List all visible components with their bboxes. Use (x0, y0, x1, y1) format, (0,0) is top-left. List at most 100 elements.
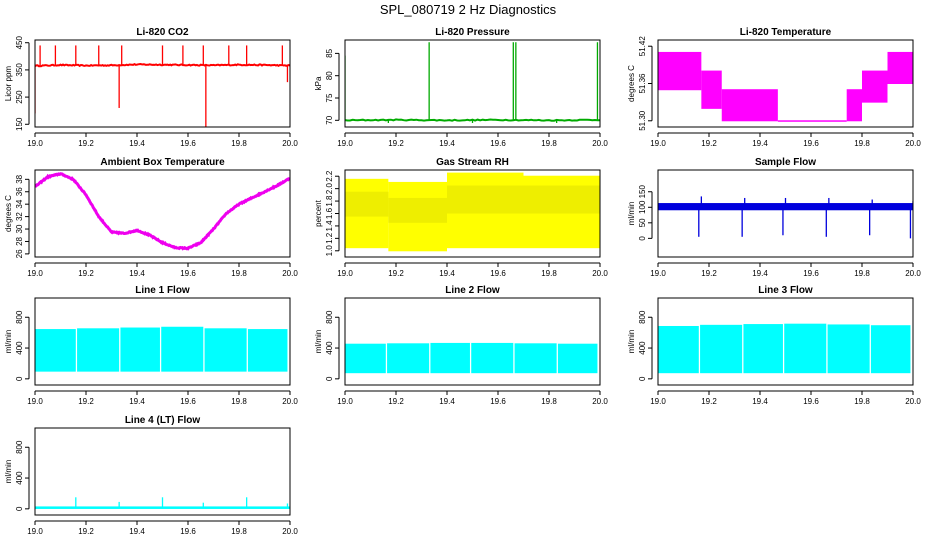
x-tick-label: 19.6 (180, 397, 196, 406)
x-axis: 19.0 19.2 19.4 19.6 19.8 20.0 (337, 262, 608, 278)
y-tick-label: 50 (638, 218, 647, 227)
y-axis-label: degrees C (627, 65, 636, 102)
band-6 (862, 70, 888, 103)
panel-title: Line 4 (LT) Flow (125, 415, 201, 426)
y-tick-label: 0 (638, 236, 647, 241)
band-6 (557, 343, 598, 374)
band-3 (120, 327, 160, 372)
x-tick-label: 19.4 (129, 139, 145, 148)
y-axis: 70 75 80 85 (325, 48, 340, 125)
panel-6: Sample Flow ml/min 19.0 19.2 19.4 19.6 19.8 20.… (627, 157, 921, 278)
x-tick-label: 19.2 (78, 527, 94, 536)
y-tick-label: 150 (638, 185, 647, 199)
x-tick-label: 19.6 (803, 139, 819, 148)
plot-frame (657, 169, 914, 258)
panel-title: Sample Flow (755, 157, 816, 168)
band-2 (700, 324, 743, 374)
x-tick-label: 19.0 (337, 269, 353, 278)
panel-title: Li-820 Temperature (740, 27, 832, 38)
y-tick-label: 75 (325, 93, 334, 102)
y-tick-label: 51.36 (638, 73, 647, 94)
x-axis: 19.0 19.2 19.4 19.6 19.8 20.0 (650, 262, 921, 278)
x-tick-label: 19.2 (701, 269, 717, 278)
figure-title: SPL_080719 2 Hz Diagnostics (379, 2, 557, 17)
x-tick-label: 19.2 (701, 397, 717, 406)
plot-area (658, 323, 911, 374)
y-axis: 150 250 350 450 (15, 36, 30, 131)
band-2 (77, 328, 120, 372)
x-tick-label: 19.8 (541, 269, 557, 278)
x-axis: 19.0 19.2 19.4 19.6 19.8 20.0 (650, 132, 921, 148)
x-tick-label: 19.8 (231, 269, 247, 278)
x-axis: 19.0 19.2 19.4 19.6 19.8 20.0 (27, 132, 298, 148)
x-tick-label: 19.6 (803, 269, 819, 278)
band-6 (870, 325, 911, 374)
y-tick-label: 38 (15, 174, 24, 183)
band-4 (471, 342, 514, 374)
x-tick-label: 20.0 (905, 139, 921, 148)
y-axis: 0 400 800 (638, 310, 653, 381)
panel-title: Li-820 CO2 (136, 27, 189, 38)
band-4 (777, 120, 847, 122)
x-tick-label: 19.0 (650, 139, 666, 148)
panel-title: Li-820 Pressure (435, 27, 510, 38)
x-tick-label: 20.0 (282, 269, 298, 278)
y-tick-label: 0 (325, 376, 334, 381)
x-tick-label: 19.0 (337, 139, 353, 148)
y-tick-label: 2.2 (325, 170, 334, 182)
x-tick-label: 19.6 (490, 397, 506, 406)
panel-4: Ambient Box Temperature degrees C 19.0 19.2… (4, 157, 298, 278)
series-line-1 (345, 118, 600, 122)
y-tick-label: 450 (15, 36, 24, 50)
y-tick-label: 400 (325, 341, 334, 355)
y-axis-label: degrees C (4, 195, 13, 232)
y-tick-label: 1.0 (325, 245, 334, 257)
x-tick-label: 19.8 (541, 397, 557, 406)
plot-frame (657, 297, 914, 386)
series-line-1 (35, 172, 290, 251)
x-tick-label: 19.2 (388, 269, 404, 278)
x-tick-label: 19.4 (129, 527, 145, 536)
y-axis: 51.30 51.36 51.42 (638, 36, 653, 131)
band-1 (345, 343, 386, 374)
y-tick-label: 800 (15, 440, 24, 454)
y-tick-label: 1.2 (325, 232, 334, 244)
x-tick-label: 19.8 (854, 397, 870, 406)
y-axis: 0 400 800 (325, 310, 340, 381)
y-axis-label: ml/min (4, 460, 13, 484)
x-tick-label: 20.0 (282, 397, 298, 406)
x-tick-label: 19.4 (439, 397, 455, 406)
y-tick-label: 100 (638, 200, 647, 214)
band-2 (387, 343, 430, 374)
y-tick-label: 1.6 (325, 207, 334, 219)
x-tick-label: 19.4 (129, 397, 145, 406)
x-tick-label: 20.0 (905, 397, 921, 406)
band-core-1 (345, 191, 389, 217)
x-tick-label: 20.0 (282, 139, 298, 148)
x-tick-label: 19.8 (231, 139, 247, 148)
band-5 (514, 343, 557, 374)
y-tick-label: 0 (15, 376, 24, 381)
x-tick-label: 19.6 (180, 139, 196, 148)
plot-area (35, 172, 290, 251)
x-tick-label: 20.0 (592, 269, 608, 278)
y-axis-label: ml/min (627, 202, 636, 226)
y-tick-label: 30 (15, 224, 24, 233)
x-axis: 19.0 19.2 19.4 19.6 19.8 20.0 (650, 390, 921, 406)
x-axis: 19.0 19.2 19.4 19.6 19.8 20.0 (27, 262, 298, 278)
x-tick-label: 19.4 (752, 269, 768, 278)
y-tick-label: 0 (638, 376, 647, 381)
plot-area (658, 51, 913, 122)
x-tick-label: 20.0 (592, 139, 608, 148)
y-axis: 0 400 800 (15, 440, 30, 511)
plot-frame (34, 427, 291, 516)
y-axis-label: ml/min (314, 330, 323, 354)
plot-frame (34, 297, 291, 386)
x-tick-label: 19.4 (129, 269, 145, 278)
y-tick-label: 350 (15, 63, 24, 77)
panel-title: Line 2 Flow (445, 285, 500, 296)
y-tick-label: 400 (638, 341, 647, 355)
x-tick-label: 19.0 (27, 527, 43, 536)
y-axis-label: ml/min (627, 330, 636, 354)
x-tick-label: 19.0 (27, 139, 43, 148)
